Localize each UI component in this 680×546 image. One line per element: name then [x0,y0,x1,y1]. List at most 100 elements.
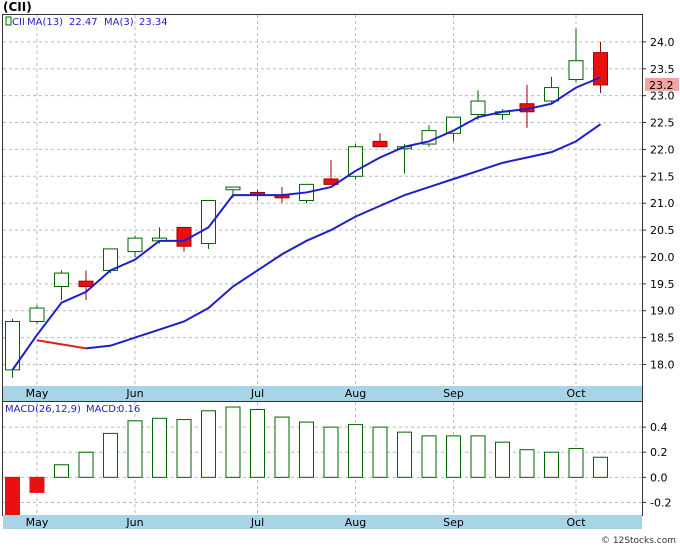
candle-legend-icon [5,16,12,26]
month-label-macd: Jun [125,516,143,529]
price-ytick-label: 22.5 [650,117,675,130]
ma13-line-down [36,339,87,350]
candle-body [568,60,584,81]
macd-bar [5,476,20,519]
y-tick-labels: 18.0 18.5 19.0 19.5 20.0 20.5 21.0 21.5 22.0 22.5… [650,36,675,510]
price-ytick-label: 18.5 [650,332,675,345]
price-ytick-label: 21.5 [650,170,675,183]
macd-bar [103,432,118,478]
macd-bar [152,417,167,478]
price-legend: CII MA(13) 22.47 MA(3) 23.34 [5,16,168,28]
month-label-macd: Aug [345,516,366,529]
ma3-line [11,76,601,371]
macd-ytick-label: 0.2 [650,446,668,459]
candle-body [225,186,241,191]
macd-bar [397,431,412,478]
candle [78,270,94,300]
macd-histogram [5,406,608,519]
watermark: © 12Stocks.com [601,536,676,546]
month-label-price: Jul [250,387,264,400]
macd-bar [348,424,363,478]
chart-title: (CII) [3,0,32,14]
macd-bar [225,406,241,478]
month-label-price: May [26,387,49,400]
legend-ma13-label: MA(13) [27,17,63,28]
price-ytick-label: 23.5 [650,63,675,76]
price-ytick-label: 19.5 [650,278,675,291]
macd-bar [593,456,608,478]
candle [201,200,216,249]
candle-body [372,140,388,148]
macd-bar [176,419,192,478]
month-label-price: Oct [566,387,586,400]
candle-body [176,226,192,247]
legend-macd-value: 0.16 [118,404,140,415]
month-label-macd: May [26,516,49,529]
price-ytick-label: 18.0 [650,358,675,371]
candle-body [544,87,559,102]
candle-body [29,307,45,322]
macd-bar [29,476,45,493]
candle [544,76,559,104]
candle-body [54,272,69,288]
macd-ytick-label: 0.4 [650,421,668,434]
macd-bar [519,449,535,478]
legend-ma3-value: 23.34 [139,17,168,28]
price-ytick-label: 20.0 [650,251,675,264]
price-ytick-label: 22.0 [650,143,675,156]
candle-body [470,100,486,115]
macd-bar [274,416,290,478]
last-price-value: 23.2 [649,79,674,92]
macd-bar [250,409,265,478]
legend-macd-params: MACD(26,12,9) [5,404,81,415]
price-ytick-label: 19.0 [650,305,675,318]
macd-bar [78,451,94,478]
candle [372,133,388,148]
moving-averages [11,76,602,371]
macd-month-axis-band [3,515,642,529]
candle-body [78,280,94,288]
candle [54,270,69,300]
macd-bar [470,435,486,478]
month-label-macd: Sep [443,516,464,529]
month-labels: May May Jun Jun Jul Jul Aug Aug Sep Sep Oct Oct [26,387,587,529]
candle-body [127,237,143,253]
candle [568,28,584,83]
macd-bar [495,441,510,478]
price-panel-frame [2,14,643,403]
macd-ytick-label: 0.0 [650,471,668,484]
macd-bar [323,426,339,478]
legend-macd-label: MACD: [86,404,119,415]
candle [470,90,486,120]
month-label-macd: Jul [250,516,264,529]
month-label-price: Jun [125,387,143,400]
price-ytick-label: 23.0 [650,90,675,103]
legend-ma13-value: 22.47 [69,17,98,28]
month-label-price: Aug [345,387,366,400]
macd-bar [54,464,69,478]
macd-legend: MACD(26,12,9) MACD: 0.16 [5,404,140,415]
ma13-line [85,123,602,350]
macd-ytick-label: -0.2 [650,496,671,509]
macd-bar [544,451,559,478]
macd-bar [372,426,388,478]
candle [593,41,608,93]
candle [29,305,45,325]
candle-body [593,52,608,86]
price-ytick-label: 24.0 [650,36,675,49]
candlesticks [5,28,608,378]
macd-bar [201,410,216,478]
candle-body [201,200,216,245]
candle [127,235,143,257]
macd-bar [127,420,143,478]
macd-bar [299,421,314,478]
legend-ma3-label: MA(3) [104,17,134,28]
grid [3,15,646,515]
price-ytick-label: 20.5 [650,224,675,237]
month-label-price: Sep [443,387,464,400]
last-price-tag [645,77,679,91]
month-label-macd: Oct [566,516,586,529]
macd-bar [446,435,461,478]
macd-bar [568,447,584,478]
